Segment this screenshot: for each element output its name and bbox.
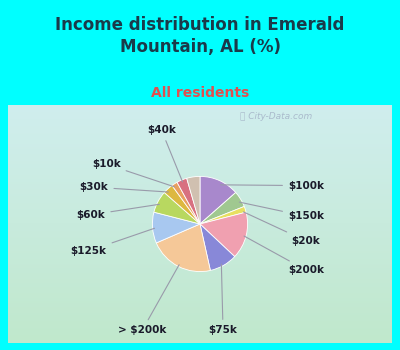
Wedge shape	[200, 193, 244, 224]
Text: $10k: $10k	[92, 159, 174, 187]
Wedge shape	[177, 178, 200, 224]
Wedge shape	[200, 176, 236, 224]
Wedge shape	[187, 176, 200, 224]
Wedge shape	[200, 224, 235, 271]
Text: > $200k: > $200k	[118, 265, 179, 335]
Text: $125k: $125k	[71, 228, 154, 256]
Wedge shape	[200, 206, 246, 224]
Text: $75k: $75k	[208, 264, 238, 335]
Text: All residents: All residents	[151, 86, 249, 100]
Text: $60k: $60k	[77, 204, 159, 220]
Text: $20k: $20k	[244, 212, 320, 246]
Text: $40k: $40k	[147, 125, 182, 182]
Wedge shape	[154, 193, 200, 224]
Wedge shape	[152, 212, 200, 243]
Text: $30k: $30k	[80, 182, 168, 192]
Text: $100k: $100k	[220, 181, 324, 191]
Wedge shape	[200, 212, 248, 257]
Wedge shape	[156, 224, 210, 272]
Text: Income distribution in Emerald
Mountain, AL (%): Income distribution in Emerald Mountain,…	[55, 16, 345, 56]
Wedge shape	[164, 186, 200, 224]
Text: $150k: $150k	[239, 202, 324, 221]
Wedge shape	[172, 182, 200, 224]
Text: ⓘ City-Data.com: ⓘ City-Data.com	[240, 112, 312, 121]
Text: $200k: $200k	[244, 236, 324, 275]
